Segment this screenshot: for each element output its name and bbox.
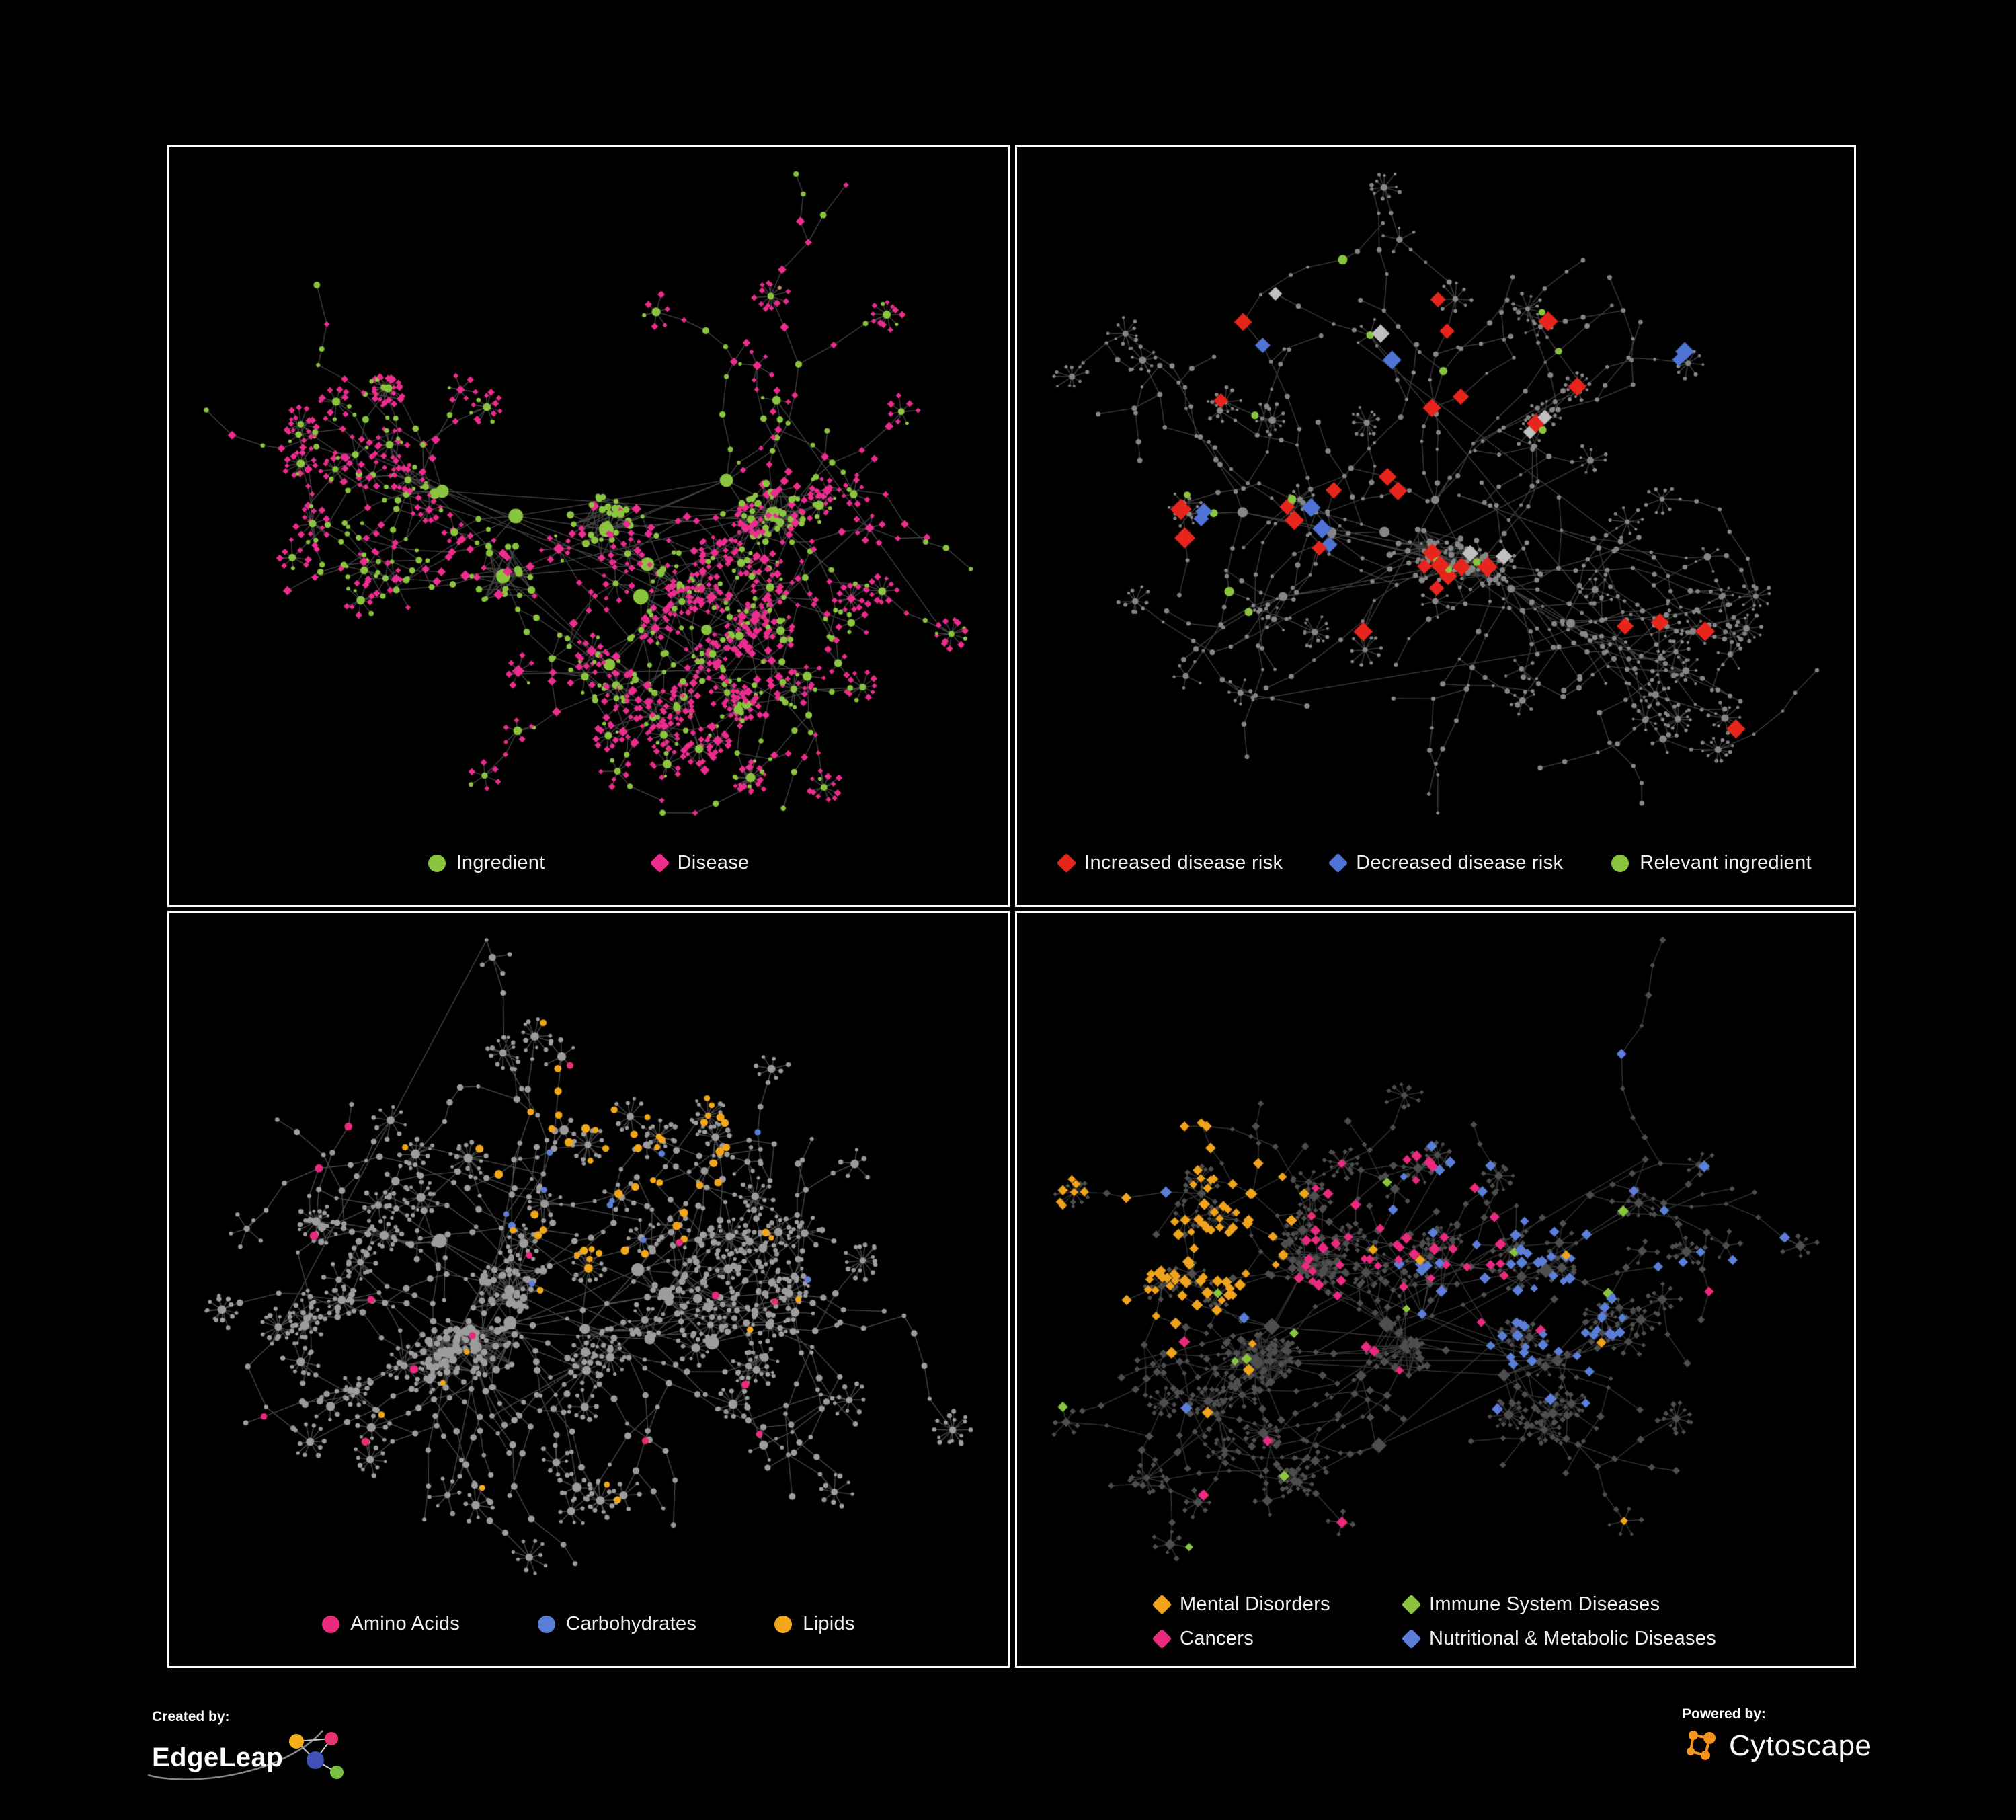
legend-item-decreased-risk: Decreased disease risk (1328, 852, 1564, 874)
legend-item-disease: Disease (649, 852, 750, 874)
cytoscape-credit: Powered by: Cytoscape (1682, 1706, 1871, 1766)
cytoscape-wordmark: Cytoscape (1729, 1729, 1872, 1762)
edgeleap-logo: EdgeLeap (147, 1729, 348, 1786)
edgeleap-wordmark: EdgeLeap (152, 1742, 284, 1772)
amino-acids-swatch-icon (322, 1615, 340, 1633)
panel-disease-risk-network: Increased disease risk Decreased disease… (1015, 145, 1856, 907)
relevant-ingredient-swatch-icon (1611, 854, 1629, 872)
panel-nutrient-class-network: Amino Acids Carbohydrates Lipids (167, 911, 1010, 1668)
legend-item-carbohydrates: Carbohydrates (538, 1613, 696, 1635)
network-canvas-disease-risk (1017, 147, 1854, 833)
ingredient-swatch-icon (428, 854, 446, 872)
legend-label: Relevant ingredient (1640, 852, 1812, 873)
legend-label: Immune System Diseases (1428, 1593, 1660, 1615)
created-by-label: Created by: (152, 1709, 230, 1725)
lipids-swatch-icon (774, 1615, 793, 1633)
decreased-risk-swatch-icon (1328, 853, 1348, 873)
immune-system-swatch-icon (1401, 1594, 1422, 1615)
panel-ingredient-disease-network: Ingredient Disease (167, 145, 1010, 907)
powered-by-label: Powered by: (1682, 1706, 1766, 1722)
cytoscape-network-icon (1687, 1731, 1716, 1760)
legend-nutrient-class: Amino Acids Carbohydrates Lipids (169, 1613, 1008, 1635)
carbohydrates-swatch-icon (538, 1615, 556, 1633)
edgeleap-network-icon (289, 1732, 344, 1779)
legend-label: Nutritional & Metabolic Diseases (1428, 1628, 1717, 1649)
legend-item-cancers: Cancers (1152, 1628, 1254, 1650)
cytoscape-logo: Cytoscape (1682, 1727, 1871, 1766)
disease-swatch-icon (649, 853, 670, 873)
legend-label: Decreased disease risk (1356, 852, 1564, 873)
legend-item-immune-system-diseases: Immune System Diseases (1401, 1593, 1660, 1616)
panel-disease-category-network: Mental Disorders Immune System Diseases … (1015, 911, 1856, 1668)
legend-item-ingredient: Ingredient (428, 852, 545, 874)
legend-item-amino-acids: Amino Acids (322, 1613, 460, 1635)
mental-disorders-swatch-icon (1152, 1594, 1172, 1615)
legend-item-mental-disorders: Mental Disorders (1152, 1593, 1330, 1616)
network-canvas-ingredient-disease (169, 147, 1008, 833)
legend-disease-risk: Increased disease risk Decreased disease… (1017, 852, 1854, 874)
legend-item-lipids: Lipids (774, 1613, 855, 1635)
legend-disease-categories: Mental Disorders Immune System Diseases … (1017, 1593, 1854, 1650)
network-canvas-nutrient-class (169, 913, 1008, 1593)
legend-label: Mental Disorders (1179, 1593, 1330, 1615)
legend-label: Ingredient (456, 852, 545, 873)
cancers-swatch-icon (1152, 1628, 1172, 1649)
legend-label: Carbohydrates (566, 1613, 697, 1634)
increased-risk-swatch-icon (1056, 853, 1077, 873)
legend-label: Increased disease risk (1084, 852, 1283, 873)
edgeleap-credit: Created by: EdgeLeap (147, 1709, 348, 1786)
legend-ingredient-disease: Ingredient Disease (169, 852, 1008, 874)
network-canvas-disease-category (1017, 913, 1854, 1579)
legend-label: Disease (677, 852, 750, 873)
legend-item-nutritional-metabolic-diseases: Nutritional & Metabolic Diseases (1401, 1628, 1717, 1650)
legend-label: Lipids (803, 1613, 855, 1634)
nutritional-metabolic-swatch-icon (1401, 1628, 1422, 1649)
legend-label: Cancers (1179, 1628, 1254, 1649)
legend-item-relevant-ingredient: Relevant ingredient (1611, 852, 1812, 874)
legend-item-increased-risk: Increased disease risk (1056, 852, 1283, 874)
legend-label: Amino Acids (350, 1613, 460, 1634)
